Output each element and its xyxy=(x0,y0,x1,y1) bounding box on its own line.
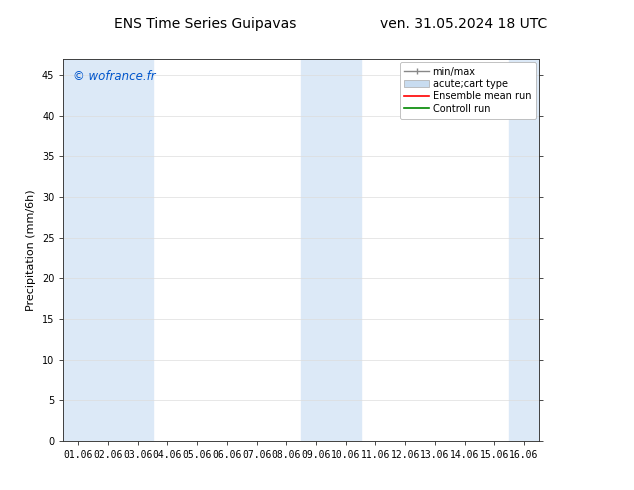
Text: © wofrance.fr: © wofrance.fr xyxy=(73,70,155,83)
Text: ven. 31.05.2024 18 UTC: ven. 31.05.2024 18 UTC xyxy=(380,17,548,31)
Legend: min/max, acute;cart type, Ensemble mean run, Controll run: min/max, acute;cart type, Ensemble mean … xyxy=(399,62,536,119)
Bar xyxy=(301,59,361,441)
Y-axis label: Precipitation (mm/6h): Precipitation (mm/6h) xyxy=(27,189,36,311)
Text: ENS Time Series Guipavas: ENS Time Series Guipavas xyxy=(114,17,297,31)
Bar xyxy=(509,59,539,441)
Bar xyxy=(63,59,153,441)
